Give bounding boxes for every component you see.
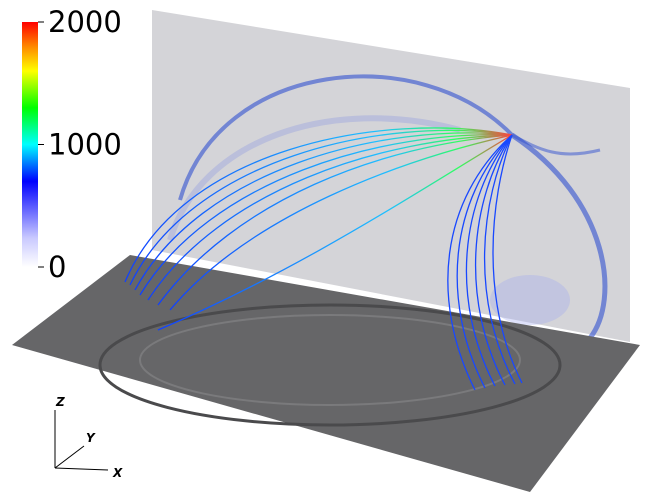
axis-label: Z: [55, 395, 65, 409]
floor: [12, 255, 640, 492]
field-lines: [124, 127, 523, 391]
tick-label: 2000: [48, 5, 122, 39]
axes-triad: [54, 410, 109, 471]
axis-label: Y: [86, 431, 96, 445]
axis-label: X: [112, 466, 123, 480]
tick-label: 0: [48, 250, 66, 284]
tick-label: 1000: [48, 128, 122, 162]
back-plane: [152, 10, 630, 342]
colorbar: [22, 22, 38, 267]
